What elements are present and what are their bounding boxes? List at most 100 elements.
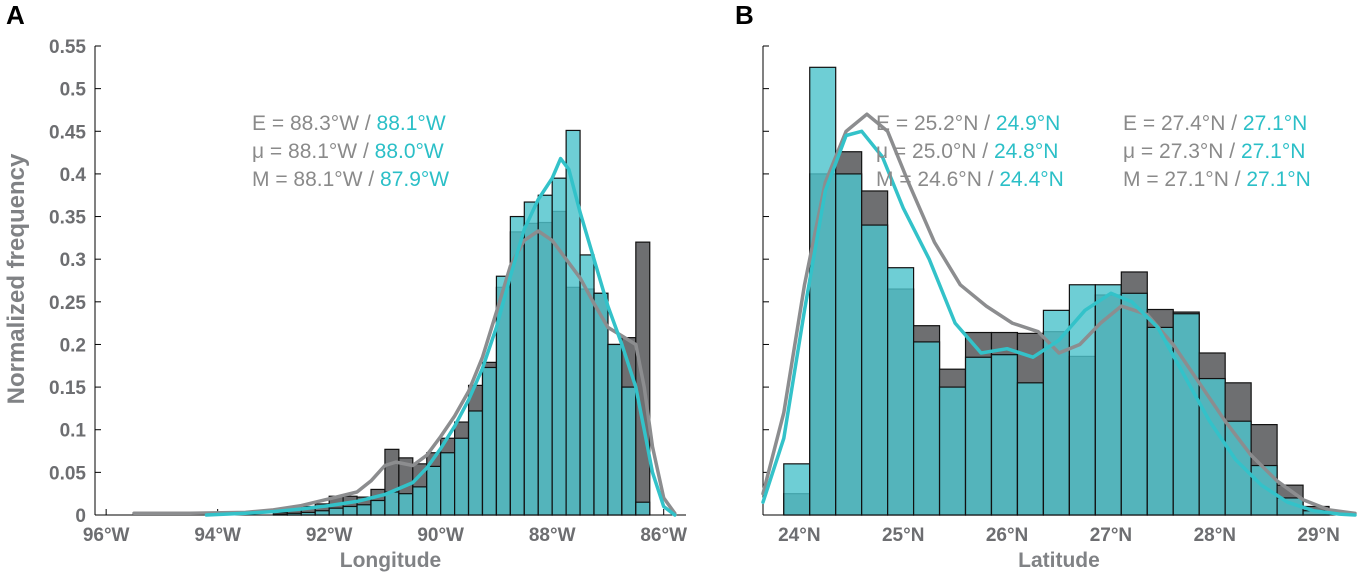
annotation-cyan-part: 88.0°W (375, 140, 444, 163)
annotation-gray-part: μ = 27.3°N / (1123, 140, 1241, 163)
panel-b-bar-cyan (990, 354, 1019, 516)
panel-a-bar-cyan (426, 465, 442, 516)
panel-b-density-gray (761, 112, 1357, 516)
panel-b-bar-cyan (835, 173, 863, 516)
panel-a-bar-cyan (342, 505, 358, 516)
panel-b-bar-cyan (1016, 382, 1045, 516)
y-tick-label: 0.05 (49, 463, 86, 484)
panel-b-bar-cyan (964, 356, 993, 516)
panel-a-x-axis-label: Longitude (340, 549, 441, 572)
panel-a-bar-cyan (621, 386, 637, 516)
panel-a-bar-cyan (635, 501, 651, 516)
panel-a-annotation-line: E = 88.3°W / 88.1°W (252, 112, 446, 135)
panel-a-density-cyan (204, 156, 677, 517)
panel-b-bar-cyan (1068, 284, 1096, 516)
panel-b-bar-cyan (1120, 292, 1148, 516)
annotation-cyan-part: 24.4°N (999, 168, 1063, 191)
panel-b-bar-cyan (1172, 313, 1200, 516)
panel-label-a: A (6, 0, 25, 30)
panel-label-b: B (735, 0, 754, 30)
annotation-cyan-part: 24.9°N (996, 112, 1060, 135)
panel-a-bar-cyan (314, 510, 330, 516)
annotation-gray-part: M = 88.1°W / (252, 168, 380, 191)
panel-a-x-tick-label: 92°W (306, 525, 353, 546)
annotation-gray-part: M = 27.1°N / (1123, 168, 1246, 191)
panel-a-bar-cyan (551, 177, 567, 516)
panel-b-bar-cyan (809, 66, 837, 516)
panel-b-bar-cyan (861, 224, 889, 516)
panel-a-x-tick-label: 86°W (640, 525, 687, 546)
y-tick-label: 0.35 (49, 208, 86, 229)
panel-b-bar-cyan (938, 386, 967, 516)
panel-a-bar-cyan (356, 504, 372, 516)
panel-a-bar-cyan (370, 499, 386, 516)
panel-a-x-tick-label: 94°W (194, 525, 241, 546)
y-tick-label: 0.45 (49, 122, 86, 143)
panel-b-x-tick-label: 29°N (1297, 525, 1339, 546)
annotation-cyan-part: 27.1°N (1243, 112, 1307, 135)
panel-b-plot: 24°N 25°N 26°N 27°N 28°N 29°N Latitude E = 25.2… (761, 45, 1357, 572)
annotation-cyan-part: 27.1°N (1246, 168, 1310, 191)
panel-b-bar-cyan (1198, 377, 1226, 516)
annotation-gray-part: μ = 25.0°N / (876, 140, 994, 163)
panel-b-bar-cyan (783, 463, 811, 516)
y-tick-label: 0.55 (49, 37, 86, 58)
panel-b-bar-cyan (1224, 420, 1252, 516)
panel-b-density-cyan (761, 129, 1357, 517)
y-tick-label: 0.25 (49, 293, 86, 314)
panel-b-annotation-line: M = 27.1°N / 27.1°N (1123, 168, 1311, 191)
panel-a-plot: 0 0.05 0.1 0.15 0.2 0.25 0.3 0.35 0.4 0.45 0.5 0.55… (49, 37, 687, 572)
panel-b-x-tick-label: 26°N (986, 525, 1028, 546)
y-axis-label: Normalized frequency (3, 153, 30, 404)
panel-b-x-tick-label: 28°N (1194, 525, 1236, 546)
panel-a-x-tick-label: 96°W (83, 525, 130, 546)
annotation-cyan-part: 88.1°W (377, 112, 446, 135)
panel-a-x-tick-label: 88°W (529, 525, 576, 546)
annotation-gray-part: E = 25.2°N / (876, 112, 996, 135)
panel-a-bar-cyan (412, 486, 428, 516)
panel-a-bar-cyan (467, 410, 484, 516)
panel-a-annotation-line: M = 88.1°W / 87.9°W (252, 168, 449, 191)
panel-b-bar-cyan (1094, 284, 1122, 516)
panel-a-bar-cyan (481, 366, 498, 516)
panel-b-x-tick-label: 24°N (778, 525, 820, 546)
annotation-gray-part: E = 27.4°N / (1123, 112, 1243, 135)
panel-b-bar-cyan (912, 341, 941, 516)
panel-a-bar-cyan (523, 201, 539, 516)
panel-b-x-tick-label: 25°N (882, 525, 924, 546)
panel-a-bar-cyan (440, 452, 456, 516)
panel-a-bar-cyan (537, 194, 553, 516)
panel-a-bar-cyan (272, 513, 288, 516)
panel-b-annotation-line: M = 24.6°N / 24.4°N (876, 168, 1064, 191)
panel-a-bar-cyan (454, 437, 470, 516)
panel-a-bar-cyan (286, 512, 302, 516)
annotation-gray-part: μ = 88.1°W / (252, 140, 375, 163)
panel-b-x-axis-label: Latitude (1018, 549, 1100, 572)
annotation-cyan-part: 87.9°W (380, 168, 449, 191)
panel-b-bar-cyan (887, 267, 915, 516)
panel-b-bar-cyan (1146, 326, 1174, 516)
y-tick-label: 0.15 (49, 378, 86, 399)
annotation-cyan-part: 27.1°N (1241, 140, 1305, 163)
y-tick-label: 0.3 (60, 250, 86, 271)
panel-a-bar-cyan (300, 511, 316, 516)
annotation-gray-part: M = 24.6°N / (876, 168, 999, 191)
panel-a-annotation-line: μ = 88.1°W / 88.0°W (252, 140, 444, 163)
panel-b-x-tick-label: 27°N (1090, 525, 1132, 546)
y-tick-label: 0.5 (60, 80, 87, 101)
panel-b-bar-cyan (1250, 464, 1278, 516)
panel-b-annotation-line: E = 25.2°N / 24.9°N (876, 112, 1060, 135)
panel-b-annotation-line: μ = 25.0°N / 24.8°N (876, 140, 1058, 163)
annotation-gray-part: E = 88.3°W / (252, 112, 377, 135)
panel-b-annotation-line: μ = 27.3°N / 27.1°N (1123, 140, 1305, 163)
panel-b-annotation-line: E = 27.4°N / 27.1°N (1123, 112, 1307, 135)
y-tick-label: 0.1 (60, 421, 87, 442)
annotation-cyan-part: 24.8°N (994, 140, 1058, 163)
y-tick-label: 0 (75, 506, 86, 527)
panel-a-bar-cyan (398, 493, 414, 516)
panel-a-bar-cyan (607, 343, 623, 516)
y-tick-label: 0.4 (60, 165, 87, 186)
panel-a-bar-cyan (328, 507, 344, 516)
